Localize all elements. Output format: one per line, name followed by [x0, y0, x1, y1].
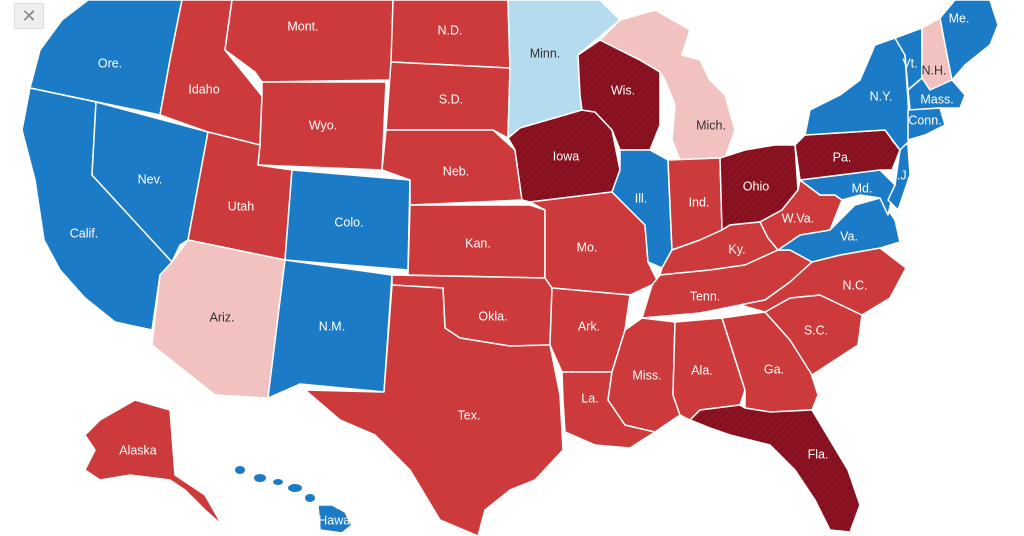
- state-s-d[interactable]: [385, 61, 511, 139]
- state-hawaii[interactable]: [317, 504, 353, 534]
- state-w-va[interactable]: [759, 179, 843, 251]
- hawaii-island-1[interactable]: [235, 466, 245, 474]
- state-colo[interactable]: [284, 169, 411, 271]
- state-neb[interactable]: [381, 129, 523, 206]
- state-ariz[interactable]: [151, 239, 286, 399]
- state-miss[interactable]: [607, 317, 681, 433]
- close-icon: ✕: [21, 5, 37, 26]
- state-kan[interactable]: [407, 204, 546, 279]
- hawaii-island-3[interactable]: [273, 479, 283, 485]
- state-md[interactable]: [799, 169, 896, 216]
- hawaii-island-2[interactable]: [254, 474, 266, 482]
- hawaii-island-4[interactable]: [288, 484, 302, 492]
- state-me[interactable]: [939, 0, 999, 81]
- state-conn[interactable]: [907, 107, 946, 141]
- state-tex[interactable]: [304, 284, 564, 536]
- state-fla[interactable]: [689, 404, 861, 533]
- state-pa[interactable]: [794, 129, 901, 181]
- state-n-d[interactable]: [390, 0, 511, 69]
- state-mont[interactable]: [224, 0, 394, 83]
- hawaii-island-5[interactable]: [305, 494, 315, 502]
- state-ill[interactable]: [611, 149, 673, 269]
- close-button[interactable]: ✕: [14, 3, 44, 29]
- state-n-m[interactable]: [267, 259, 393, 399]
- state-wyo[interactable]: [257, 81, 387, 171]
- state-n-c[interactable]: [739, 247, 907, 316]
- state-alaska[interactable]: [84, 399, 223, 526]
- state-n-j[interactable]: [887, 139, 911, 211]
